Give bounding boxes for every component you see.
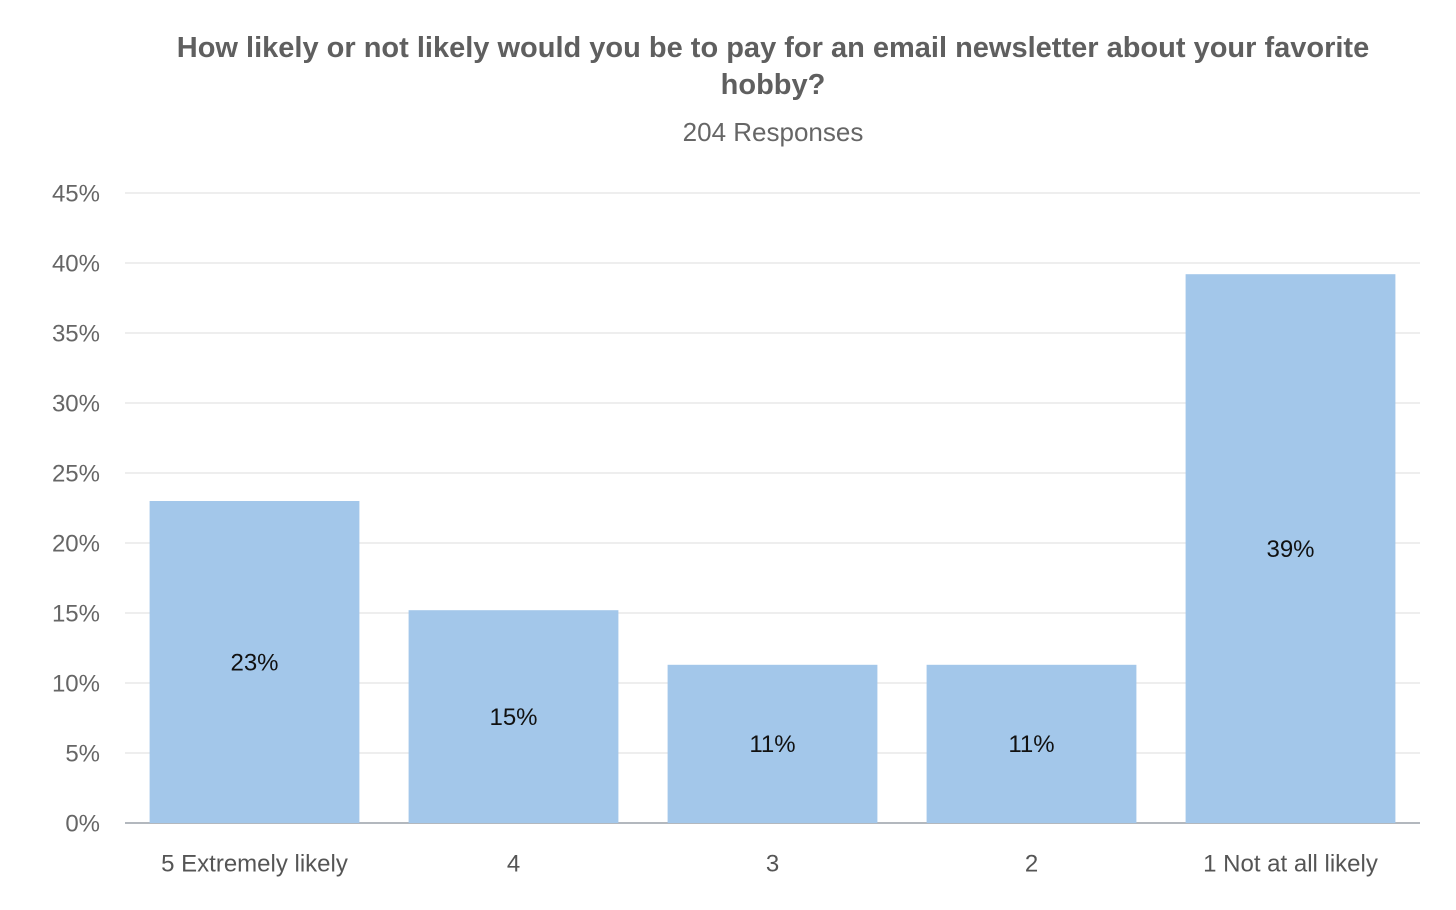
x-tick-label: 3 — [766, 850, 779, 877]
x-tick-label: 2 — [1025, 850, 1038, 877]
y-tick-label: 40% — [52, 250, 100, 277]
bar — [408, 610, 619, 823]
y-tick-label: 30% — [52, 390, 100, 417]
data-label: 39% — [1266, 536, 1314, 563]
bar — [667, 664, 878, 823]
y-tick-label: 45% — [52, 180, 100, 207]
bar — [149, 501, 360, 823]
y-tick-label: 35% — [52, 320, 100, 347]
y-tick-label: 0% — [65, 810, 100, 837]
chart-title: How likely or not likely would you be to… — [176, 32, 1370, 101]
y-tick-label: 15% — [52, 600, 100, 627]
bar — [926, 664, 1137, 823]
x-tick-label: 5 Extremely likely — [161, 850, 348, 877]
data-label: 23% — [230, 649, 278, 676]
x-tick-label: 1 Not at all likely — [1203, 850, 1378, 877]
y-tick-label: 20% — [52, 530, 100, 557]
data-label: 15% — [489, 704, 537, 731]
y-tick-label: 5% — [65, 740, 100, 767]
x-tick-label: 4 — [507, 850, 520, 877]
bar — [1185, 274, 1396, 823]
chart-subtitle: 204 Responses — [682, 117, 864, 147]
y-tick-label: 25% — [52, 460, 100, 487]
y-tick-label: 10% — [52, 670, 100, 697]
data-label: 11% — [1008, 731, 1054, 758]
data-label: 11% — [749, 731, 795, 758]
